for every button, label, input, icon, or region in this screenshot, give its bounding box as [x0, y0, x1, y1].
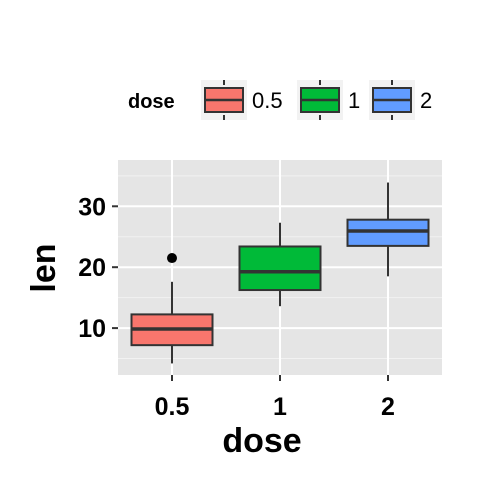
- y-axis: 10 20 30: [78, 193, 118, 343]
- x-axis: 0.5 1 2: [155, 375, 395, 421]
- x-tick-label: 0.5: [155, 393, 190, 421]
- legend-key-2: 2: [369, 80, 432, 120]
- legend-key-0.5: 0.5: [201, 80, 283, 120]
- legend-key-1: 1: [297, 80, 360, 120]
- y-axis-title: len: [25, 243, 63, 292]
- y-tick-label: 20: [78, 254, 106, 282]
- x-tick-label: 2: [381, 393, 395, 421]
- legend-label: 2: [420, 88, 432, 113]
- y-tick-label: 30: [78, 193, 106, 221]
- box-body: [238, 245, 322, 292]
- legend-title: dose: [128, 91, 175, 113]
- y-tick-label: 10: [78, 315, 106, 343]
- box-2: [346, 182, 430, 277]
- outlier-point: [167, 253, 177, 264]
- box-body: [346, 218, 430, 247]
- x-tick-label: 1: [273, 393, 287, 421]
- legend: dose 0.5 1 2: [128, 80, 432, 120]
- boxes: [130, 182, 430, 364]
- legend-label: 1: [348, 88, 360, 113]
- box-0.5: [130, 253, 214, 364]
- box-1: [238, 222, 322, 307]
- legend-label: 0.5: [252, 88, 283, 113]
- x-axis-title: dose: [222, 422, 301, 460]
